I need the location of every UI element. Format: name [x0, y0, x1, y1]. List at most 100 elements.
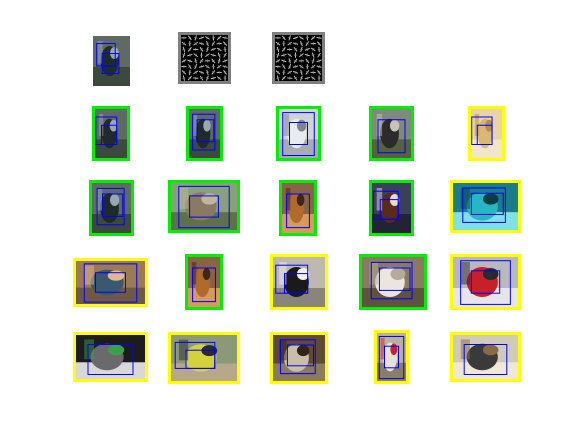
photo-detail — [191, 262, 197, 285]
photo-highlight — [201, 193, 218, 205]
hog-cell-secondary — [205, 48, 210, 51]
hog-cell-secondary — [306, 76, 309, 80]
hog-cell-secondary — [294, 70, 297, 74]
detection-box — [279, 339, 316, 375]
photo-detail — [84, 339, 94, 360]
photo-highlight — [109, 194, 120, 206]
photo-ground — [171, 212, 237, 230]
photo-ground — [171, 363, 237, 381]
hog-cell-secondary — [223, 54, 227, 57]
photo-highlight — [482, 344, 499, 356]
hog-background — [275, 35, 322, 81]
result-thumbnail-3-2 — [185, 254, 223, 310]
hog-cell-secondary — [305, 59, 309, 63]
hog-cell-secondary — [200, 70, 203, 74]
hog-cell-secondary — [276, 70, 280, 74]
hog-cell-secondary — [299, 42, 304, 45]
hog-cell-secondary — [211, 71, 215, 74]
photo-ground — [372, 139, 411, 158]
hog-cell-secondary — [182, 70, 186, 74]
hog-cell-secondary — [306, 53, 309, 57]
hog-cell-secondary — [300, 36, 303, 40]
hog-cell-secondary — [212, 53, 215, 57]
detection-box — [470, 192, 504, 215]
detection-box — [284, 273, 309, 294]
hog-cell-secondary — [218, 47, 221, 51]
result-thumbnail-4-3 — [270, 332, 328, 384]
hog-cell-secondary — [283, 53, 285, 57]
photo-highlight — [202, 268, 211, 280]
photo-detail — [460, 262, 470, 285]
hog-cell-secondary — [200, 48, 204, 51]
hog-cell-secondary — [318, 59, 320, 63]
hog-cell-secondary — [288, 42, 291, 46]
hog-cell-secondary — [282, 76, 286, 80]
hog-cell-secondary — [305, 42, 309, 45]
hog-cell-secondary — [276, 59, 280, 63]
hog-cell-secondary — [200, 65, 203, 69]
result-thumbnail-2-5 — [450, 180, 521, 233]
hog-cell-secondary — [188, 76, 192, 80]
hog-cell-secondary — [217, 54, 221, 57]
detection-box — [379, 199, 399, 220]
hog-cell-secondary — [299, 77, 304, 80]
hog-cell-secondary — [188, 59, 191, 63]
detection-box — [189, 195, 219, 218]
photo-detail — [84, 265, 94, 285]
hog-cell-secondary — [311, 36, 315, 40]
result-thumbnail-2-2 — [168, 180, 240, 233]
photo-ground — [188, 288, 220, 307]
hog-cell-secondary — [318, 65, 320, 69]
photo-highlight — [296, 119, 307, 132]
hog-cell-secondary — [194, 42, 197, 46]
photo-highlight — [482, 193, 499, 205]
hog-cell-secondary — [294, 48, 298, 51]
hog-cell-secondary — [276, 54, 280, 57]
result-thumbnail-1-1 — [92, 106, 130, 161]
hog-cell-secondary — [288, 70, 291, 74]
hog-cell-secondary — [182, 77, 186, 79]
photo-highlight — [296, 194, 305, 206]
result-thumbnail-2-3 — [279, 180, 317, 236]
hog-cell-secondary — [282, 36, 286, 40]
query-image — [93, 36, 130, 86]
hog-cell-secondary — [205, 42, 210, 45]
hog-cell-secondary — [282, 65, 286, 68]
detection-box — [462, 187, 506, 223]
photo-ground — [362, 288, 424, 307]
hog-cell-secondary — [276, 48, 280, 51]
hog-cell-secondary — [200, 59, 204, 63]
hog-cell-secondary — [194, 37, 198, 39]
detection-box — [384, 345, 399, 369]
hog-cell-secondary — [282, 48, 286, 51]
detection-box — [282, 112, 315, 156]
hog-cell-secondary — [223, 71, 227, 74]
photo-detail — [376, 113, 383, 136]
detection-box — [192, 113, 216, 151]
hog-cell-secondary — [224, 59, 226, 63]
hog-cell-secondary — [317, 42, 321, 45]
hog-cell-secondary — [217, 76, 221, 80]
hog-cell-secondary — [194, 60, 198, 62]
detection-box — [286, 344, 314, 367]
hog-cell-secondary — [282, 59, 285, 63]
result-thumbnail-1-3 — [276, 106, 321, 161]
photo-detail — [369, 262, 379, 285]
hog-cell-secondary — [194, 70, 197, 74]
hog-cell-secondary — [200, 77, 204, 80]
hog-cell-secondary — [188, 65, 192, 68]
photo-detail — [285, 188, 291, 211]
hog-cell-secondary — [300, 53, 303, 57]
detection-box — [102, 193, 124, 217]
result-thumbnail-3-3 — [270, 254, 328, 310]
hog-cell-secondary — [223, 42, 227, 45]
detection-box — [192, 267, 216, 303]
detection-box — [101, 53, 120, 74]
result-thumbnail-2-4 — [369, 180, 414, 236]
result-thumbnail-4-2 — [168, 332, 240, 384]
result-thumbnail-1-4 — [369, 106, 414, 161]
photo-highlight — [107, 344, 125, 356]
detection-box — [95, 272, 126, 293]
hog-cell-secondary — [311, 60, 315, 62]
hog-cell-secondary — [276, 42, 280, 46]
